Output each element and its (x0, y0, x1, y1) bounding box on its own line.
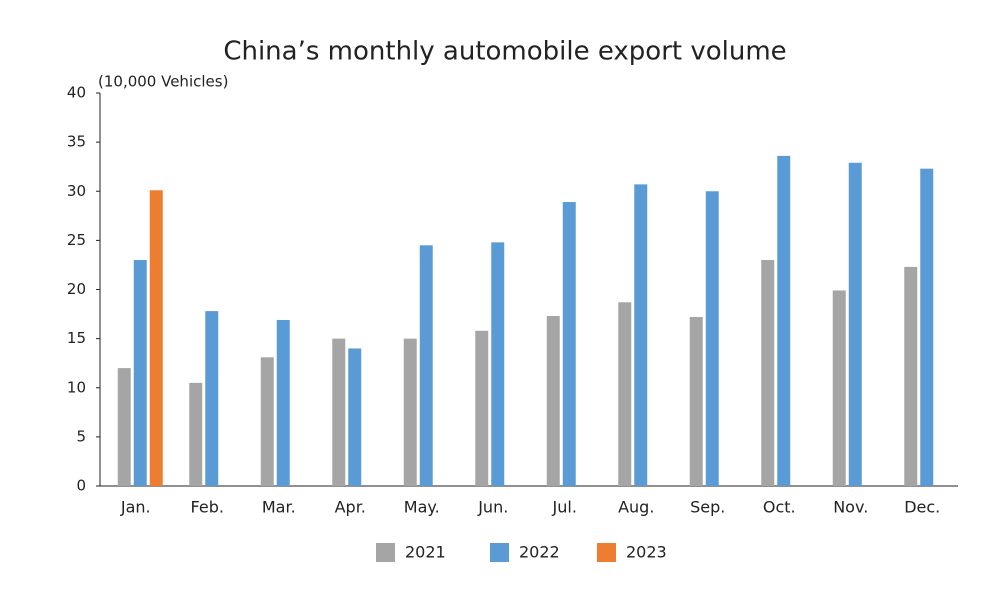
x-tick-label: May. (404, 498, 440, 517)
bar (832, 290, 846, 486)
bar (491, 242, 505, 486)
x-tick-label: Nov. (833, 498, 868, 517)
bar (761, 260, 775, 486)
y-tick-label: 15 (67, 329, 86, 347)
bar (276, 319, 290, 486)
y-tick-label: 35 (67, 133, 86, 151)
y-tick-label: 25 (67, 231, 86, 249)
legend-swatch (490, 543, 509, 562)
bar (419, 245, 433, 486)
bar (689, 317, 703, 486)
x-tick-label: Aug. (618, 498, 654, 517)
y-tick-label: 30 (67, 182, 86, 200)
bar (634, 184, 648, 486)
y-tick-label: 40 (67, 84, 86, 102)
x-tick-label: Oct. (763, 498, 796, 517)
bar (920, 168, 934, 486)
bar (332, 338, 346, 486)
bar (618, 302, 632, 486)
y-tick-label: 10 (67, 378, 86, 396)
chart-title: China’s monthly automobile export volume (223, 37, 786, 67)
legend-label: 2021 (405, 543, 446, 562)
legend-swatch (597, 543, 616, 562)
x-tick-label: Sep. (690, 498, 725, 517)
legend-label: 2022 (519, 543, 560, 562)
bar (904, 266, 918, 486)
bar (117, 368, 131, 486)
bar (848, 162, 862, 486)
y-tick-label: 0 (76, 477, 86, 495)
legend-label: 2023 (626, 543, 667, 562)
y-axis-label: (10,000 Vehicles) (98, 73, 228, 91)
bar (546, 316, 560, 486)
bar (705, 191, 719, 486)
x-tick-label: Mar. (262, 498, 296, 517)
x-tick-label: Jun. (477, 498, 508, 517)
bar (562, 202, 576, 486)
x-tick-label: Jul. (552, 498, 577, 517)
y-tick-label: 5 (76, 427, 86, 445)
x-tick-label: Dec. (904, 498, 940, 517)
bar (260, 357, 274, 486)
bar (475, 330, 489, 486)
bar (189, 382, 203, 486)
legend-swatch (376, 543, 395, 562)
y-tick-label: 20 (67, 280, 86, 298)
bar (133, 260, 147, 486)
x-tick-label: Jan. (120, 498, 151, 517)
bar (348, 348, 362, 486)
x-tick-label: Apr. (335, 498, 366, 517)
bar (777, 155, 791, 486)
x-tick-label: Feb. (191, 498, 224, 517)
bar (403, 338, 417, 486)
bar (205, 311, 219, 486)
bar (149, 190, 163, 486)
